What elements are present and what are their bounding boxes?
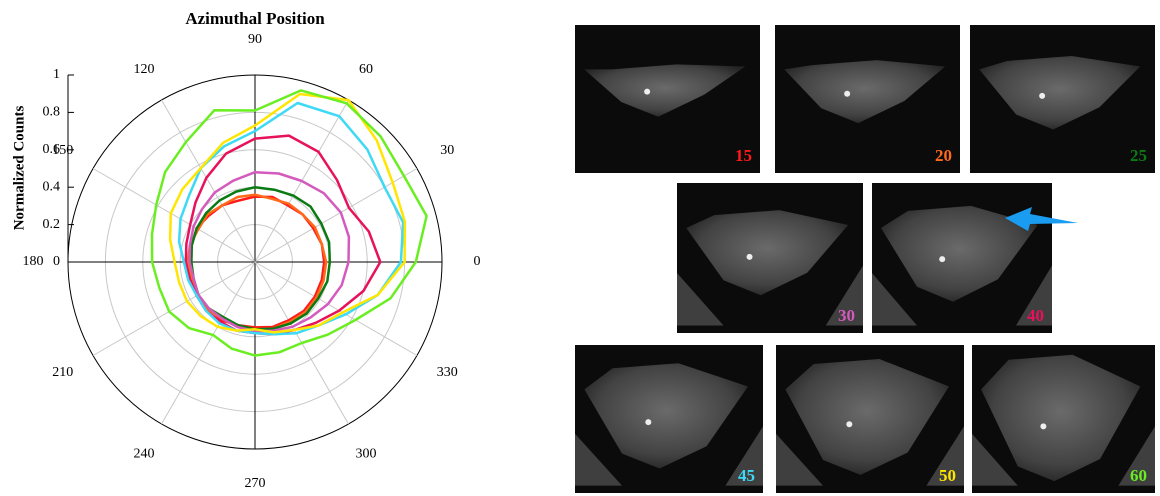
series-line xyxy=(186,136,380,335)
theta-tick-label: 270 xyxy=(245,476,266,491)
panel-label: 15 xyxy=(735,146,752,165)
panel-label: 45 xyxy=(738,466,755,485)
spoke xyxy=(162,100,256,262)
image-panels: 15 20 25 30 40 45 50 60 xyxy=(575,25,1155,493)
bright-spot xyxy=(846,421,852,427)
theta-tick-label: 180 xyxy=(23,254,44,269)
image-panel: 15 xyxy=(575,25,760,173)
chart-title: Azimuthal Position xyxy=(185,9,325,28)
theta-tick-label: 0 xyxy=(474,254,481,269)
theta-tick-label: 300 xyxy=(356,446,377,461)
r-tick-label: 0.6 xyxy=(43,142,61,157)
r-tick-label: 0 xyxy=(53,254,60,269)
theta-tick-label: 90 xyxy=(248,32,262,47)
spoke xyxy=(93,262,255,356)
panel-label: 20 xyxy=(935,146,952,165)
theta-tick-label: 30 xyxy=(440,143,454,158)
image-panel: 25 xyxy=(970,25,1155,173)
image-panel: 40 xyxy=(872,183,1052,333)
r-tick-label: 0.4 xyxy=(43,179,61,194)
panel-label: 50 xyxy=(939,466,956,485)
bright-spot xyxy=(645,419,651,425)
page: Azimuthal Position Normalized Counts 0 30… xyxy=(0,0,1160,496)
image-panel: 30 xyxy=(677,183,863,333)
bright-spot xyxy=(747,254,753,260)
image-panel: 60 xyxy=(972,345,1155,493)
image-panel: 50 xyxy=(776,345,964,493)
image-panel: 45 xyxy=(575,345,763,493)
theta-tick-label: 60 xyxy=(359,62,373,77)
theta-tick-label: 120 xyxy=(134,62,155,77)
panel-label: 25 xyxy=(1130,146,1147,165)
panel-label: 60 xyxy=(1130,466,1147,485)
polar-plot: 030609012015018021024027030033000.20.40.… xyxy=(23,32,481,491)
bright-spot xyxy=(939,256,945,262)
theta-tick-label: 240 xyxy=(134,446,155,461)
image-panel: 20 xyxy=(775,25,960,173)
r-tick-label: 1 xyxy=(53,67,60,82)
panel-label: 30 xyxy=(838,306,855,325)
r-tick-label: 0.8 xyxy=(43,105,61,120)
bright-spot xyxy=(644,89,650,95)
y-axis-label: Normalized Counts xyxy=(11,106,27,231)
theta-tick-label: 330 xyxy=(437,365,458,380)
figure: Azimuthal Position Normalized Counts 0 30… xyxy=(0,0,1160,496)
r-tick-label: 0.2 xyxy=(43,217,61,232)
bright-spot xyxy=(1039,93,1045,99)
spoke xyxy=(162,262,256,424)
panel-label: 40 xyxy=(1027,306,1044,325)
bright-spot xyxy=(1040,423,1046,429)
theta-tick-label: 210 xyxy=(52,365,73,380)
series-line xyxy=(152,90,427,355)
bright-spot xyxy=(844,91,850,97)
